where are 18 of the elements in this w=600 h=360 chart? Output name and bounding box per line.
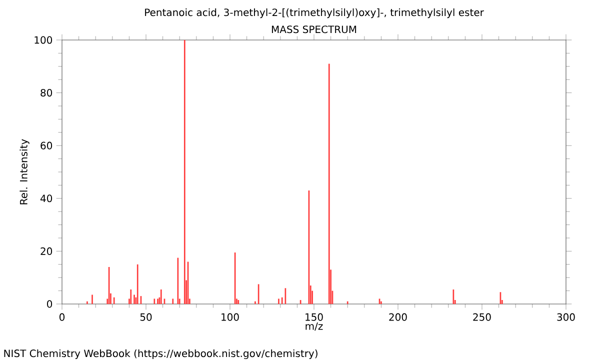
y-tick-label: 60 — [40, 142, 52, 150]
x-tick-label: 150 — [306, 313, 323, 321]
x-tick-label: 100 — [222, 313, 239, 321]
y-tick-label: 0 — [47, 300, 52, 308]
x-tick-label: 300 — [557, 313, 575, 321]
y-tick-label: 80 — [40, 89, 52, 97]
chart-subtitle: MASS SPECTRUM — [272, 26, 356, 34]
y-tick-label: 100 — [34, 36, 52, 44]
y-tick-label: 20 — [40, 247, 52, 255]
chart-title: Pentanoic acid, 3-methyl-2-[(trimethylsilyl)oxy]-, trimethylsilyl ester — [145, 8, 484, 18]
x-tick-label: 0 — [59, 313, 65, 321]
y-tick-label: 40 — [40, 194, 52, 202]
y-axis-title: Rel. Intensity — [20, 139, 30, 204]
x-tick-label: 50 — [140, 313, 152, 321]
x-tick-label: 200 — [389, 313, 407, 321]
x-axis-title: m/z — [306, 322, 323, 331]
x-tick-label: 250 — [473, 313, 491, 321]
text: NIST Chemistry WebBook (https://webbook.nist.gov/chemistry) — [4, 349, 318, 360]
